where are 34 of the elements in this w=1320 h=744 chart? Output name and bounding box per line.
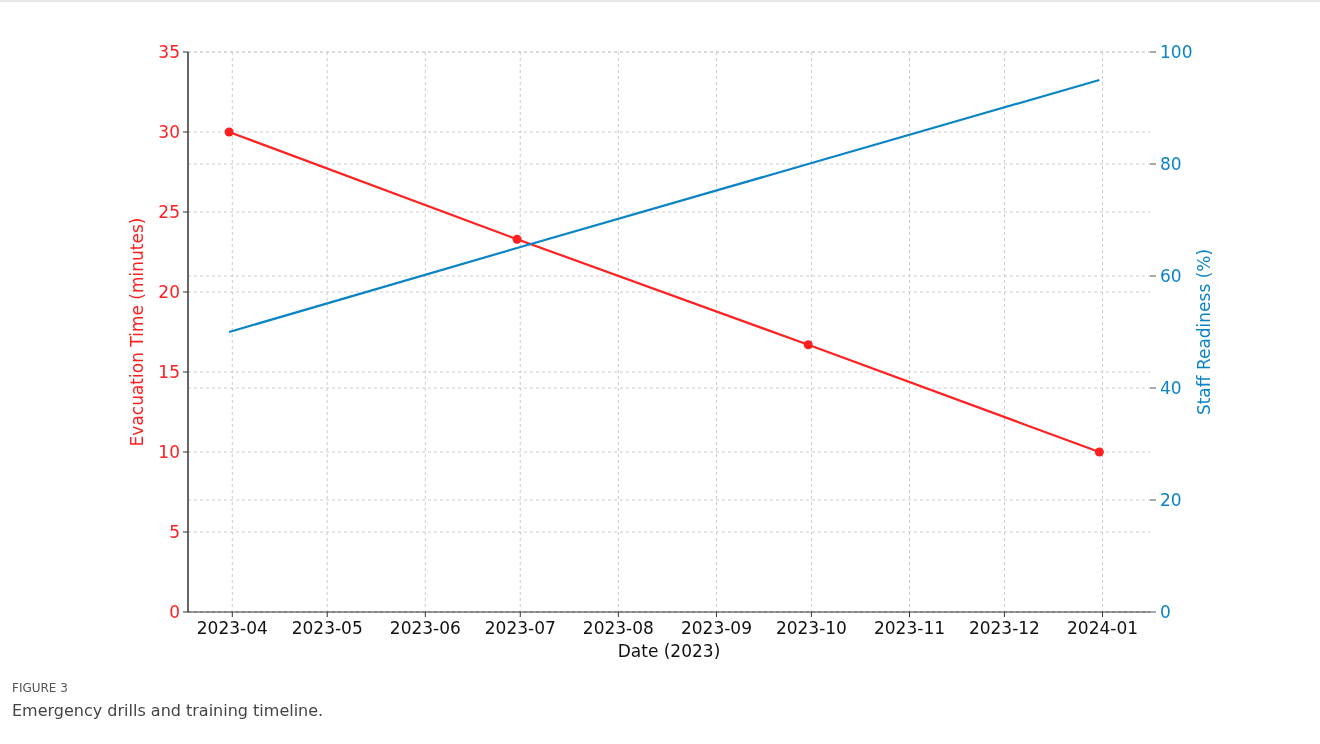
y2-tick-label: 0 — [1160, 601, 1171, 622]
x-tick-label: 2024-01 — [1067, 618, 1139, 638]
y2-tick-label: 20 — [1160, 489, 1182, 510]
y2-tick-label: 40 — [1160, 377, 1182, 398]
y2-axis-title: Staff Readiness (%) — [1194, 248, 1214, 416]
caption: FIGURE 3 — [12, 681, 68, 695]
x-tick-label: 2023-09 — [680, 618, 752, 638]
y-tick-label: 10 — [158, 441, 180, 462]
x-tick-label: 2023-11 — [873, 618, 946, 638]
y2-tick-label: 80 — [1160, 153, 1182, 174]
y-tick-label: 0 — [169, 601, 180, 622]
text: Emergency drills and training timeline. — [12, 701, 324, 720]
x-tick-label: 2023-07 — [484, 618, 556, 638]
y-tick-label: 35 — [158, 41, 180, 62]
y-tick-label: 5 — [169, 521, 180, 542]
y2-tick-label: 60 — [1160, 265, 1182, 286]
point — [224, 127, 234, 137]
y-axis-title: Evacuation Time (minutes) — [127, 217, 147, 447]
x-axis-title: Date (2023) — [617, 641, 721, 661]
point — [803, 340, 813, 350]
x-tick-label: 2023-04 — [196, 618, 268, 638]
point — [1094, 447, 1104, 457]
y-tick-label: 25 — [158, 201, 180, 222]
y-tick-label: 15 — [158, 361, 180, 382]
line-series — [228, 78, 1101, 334]
x-tick-label: 2023-06 — [389, 618, 461, 638]
y-tick-label: 20 — [158, 281, 180, 302]
point — [512, 234, 522, 244]
x-tick-label: 2023-12 — [968, 618, 1040, 638]
x-tick-label: 2023-10 — [775, 618, 847, 638]
x-tick-label: 2023-05 — [291, 618, 363, 638]
y-tick-label: 30 — [158, 121, 180, 142]
x-tick-label: 2023-08 — [582, 618, 654, 638]
y2-tick-label: 100 — [1160, 41, 1193, 62]
